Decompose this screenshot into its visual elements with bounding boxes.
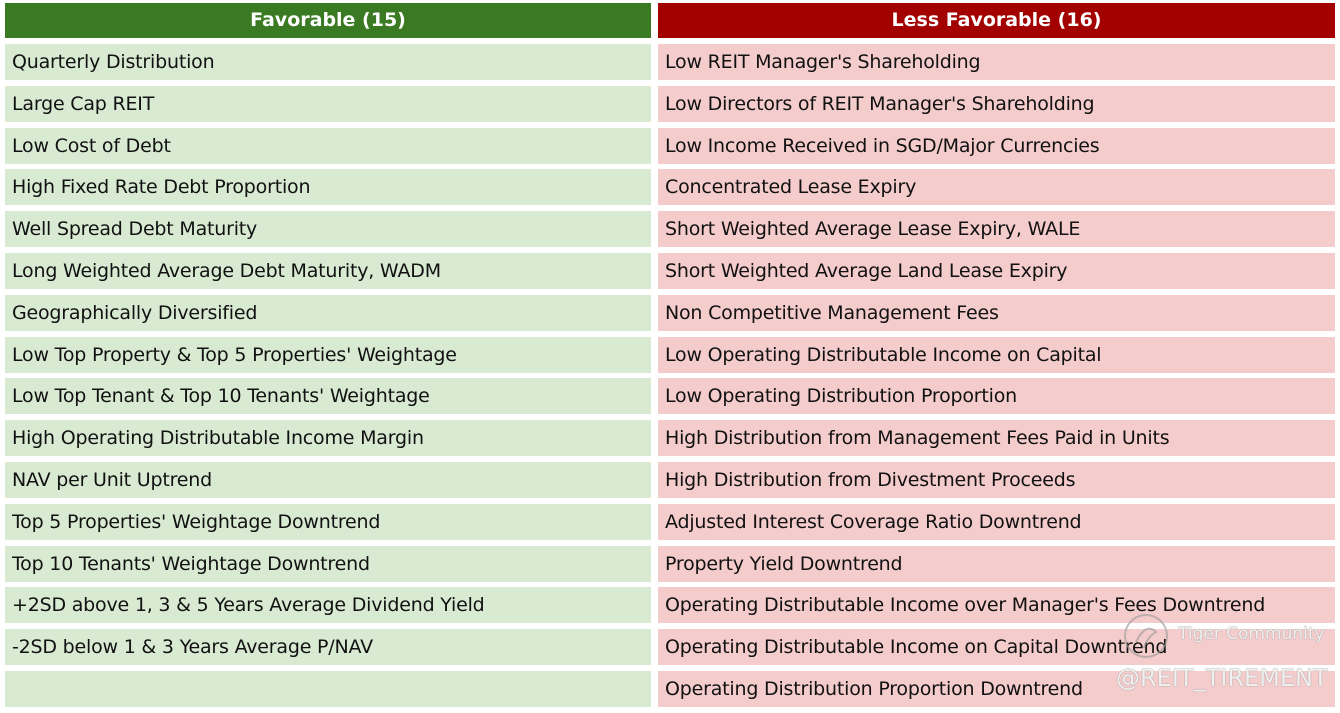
criterion-cell: Short Weighted Average Lease Expiry, WAL… bbox=[658, 211, 1335, 248]
criterion-cell: High Distribution from Divestment Procee… bbox=[658, 461, 1335, 498]
empty-cell bbox=[5, 670, 651, 707]
column-header: Favorable (15) bbox=[5, 3, 651, 38]
criterion-cell: -2SD below 1 & 3 Years Average P/NAV bbox=[5, 629, 651, 666]
criterion-cell: Concentrated Lease Expiry bbox=[658, 169, 1335, 206]
criterion-cell: Low Top Property & Top 5 Properties' Wei… bbox=[5, 336, 651, 373]
watermark-logo bbox=[1124, 614, 1168, 658]
criterion-cell: Quarterly Distribution bbox=[5, 44, 651, 80]
criterion-cell: Top 10 Tenants' Weightage Downtrend bbox=[5, 545, 651, 582]
criterion-cell: Low Cost of Debt bbox=[5, 127, 651, 164]
criterion-cell: NAV per Unit Uptrend bbox=[5, 461, 651, 498]
favorable-column: Favorable (15) Quarterly Distribution Lar… bbox=[5, 3, 651, 713]
criterion-cell: Operating Distributable Income on Capita… bbox=[658, 629, 1335, 666]
criterion-cell: Short Weighted Average Land Lease Expiry bbox=[658, 252, 1335, 289]
criterion-cell: High Distribution from Management Fees P… bbox=[658, 420, 1335, 457]
criterion-cell: Geographically Diversified bbox=[5, 294, 651, 331]
criterion-cell: +2SD above 1, 3 & 5 Years Average Divide… bbox=[5, 587, 651, 624]
criterion-cell: Non Competitive Management Fees bbox=[658, 294, 1335, 331]
column-header: Less Favorable (16) bbox=[658, 3, 1335, 38]
criterion-cell: Low Operating Distribution Proportion bbox=[658, 378, 1335, 415]
criterion-cell: High Fixed Rate Debt Proportion bbox=[5, 169, 651, 206]
criterion-cell: Low Operating Distributable Income on Ca… bbox=[658, 336, 1335, 373]
watermark-brand: Tiger Community bbox=[1178, 624, 1325, 644]
criterion-cell: Low Top Tenant & Top 10 Tenants' Weighta… bbox=[5, 378, 651, 415]
criterion-cell: Top 5 Properties' Weightage Downtrend bbox=[5, 503, 651, 540]
criterion-cell: Well Spread Debt Maturity bbox=[5, 211, 651, 248]
criterion-cell: Low Income Received in SGD/Major Currenc… bbox=[658, 127, 1335, 164]
criterion-cell: Long Weighted Average Debt Maturity, WAD… bbox=[5, 252, 651, 289]
watermark-handle: @REIT_TIREMENT bbox=[1116, 664, 1328, 692]
criterion-cell: Operating Distributable Income over Mana… bbox=[658, 587, 1335, 624]
criterion-cell: Large Cap REIT bbox=[5, 85, 651, 122]
criterion-cell: High Operating Distributable Income Marg… bbox=[5, 420, 651, 457]
criterion-cell: Property Yield Downtrend bbox=[658, 545, 1335, 582]
criterion-cell: Operating Distribution Proportion Downtr… bbox=[658, 670, 1335, 707]
criterion-cell: Low REIT Manager's Shareholding bbox=[658, 44, 1335, 80]
less-favorable-column: Less Favorable (16) Low REIT Manager's S… bbox=[658, 3, 1335, 713]
criterion-cell: Low Directors of REIT Manager's Sharehol… bbox=[658, 85, 1335, 122]
criterion-cell: Adjusted Interest Coverage Ratio Downtre… bbox=[658, 503, 1335, 540]
